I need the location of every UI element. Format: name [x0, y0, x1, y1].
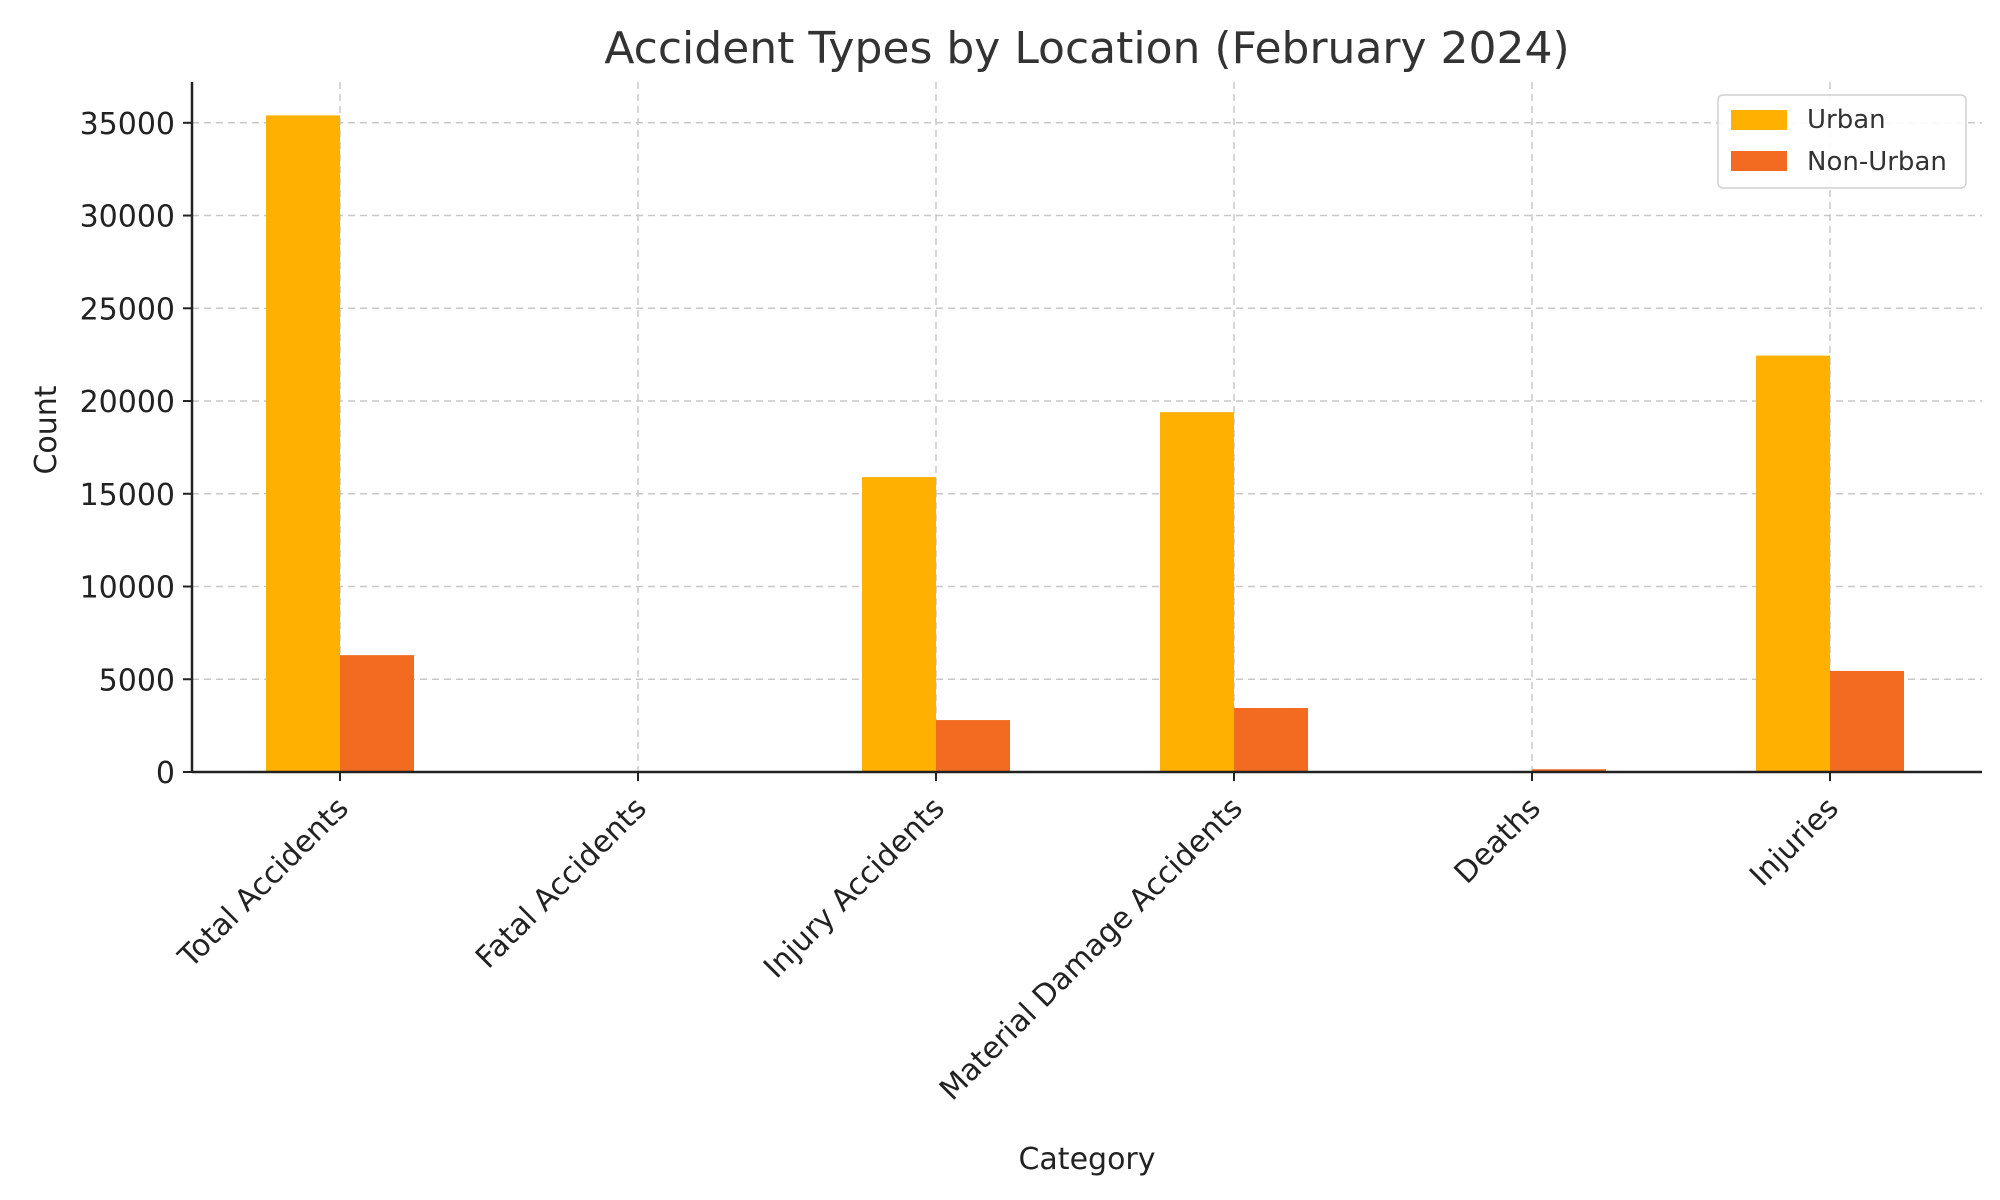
grid: [192, 82, 1982, 772]
bar-urban-injuries: [1756, 355, 1830, 772]
x-tick-label: Deaths: [1448, 791, 1548, 891]
y-tick-label: 35000: [80, 107, 175, 142]
chart-title: Accident Types by Location (February 202…: [604, 23, 1569, 74]
bar-non-urban-injuries: [1830, 670, 1904, 772]
legend: Urban Non-Urban: [1717, 94, 1967, 189]
x-tick-label: Material Damage Accidents: [933, 791, 1250, 1108]
y-tick-label: 10000: [80, 571, 175, 606]
y-tick-label: 0: [156, 756, 175, 791]
x-axis-label: Category: [1018, 1142, 1155, 1177]
legend-label-non-urban: Non-Urban: [1807, 147, 1947, 177]
y-tick-label: 30000: [80, 200, 175, 235]
legend-swatch-urban: [1731, 110, 1787, 130]
x-tick-label: Fatal Accidents: [469, 791, 654, 976]
y-axis-label: Count: [29, 385, 64, 474]
legend-swatch-non-urban: [1731, 151, 1787, 171]
legend-label-urban: Urban: [1807, 105, 1886, 135]
bar-non-urban-injury-accidents: [936, 720, 1010, 772]
y-tick-label: 5000: [99, 663, 175, 698]
bars: [266, 115, 1904, 773]
tick-labels: 0 5000 10000 15000 20000 25000 30000 35000 Total…: [80, 107, 1846, 1108]
y-tick-label: 20000: [80, 385, 175, 420]
bar-urban-injury-accidents: [862, 477, 936, 772]
bar-urban-material-damage-accidents: [1160, 412, 1234, 772]
x-tick-label: Total Accidents: [171, 791, 355, 975]
bar-urban-total-accidents: [266, 115, 340, 773]
axes: [183, 82, 1982, 781]
x-tick-label: Injury Accidents: [757, 791, 951, 985]
bar-non-urban-material-damage-accidents: [1234, 708, 1308, 772]
bar-non-urban-total-accidents: [340, 655, 414, 772]
y-tick-label: 25000: [80, 292, 175, 327]
y-tick-label: 15000: [80, 478, 175, 513]
x-tick-label: Injuries: [1743, 791, 1846, 894]
bar-non-urban-deaths: [1532, 769, 1606, 772]
